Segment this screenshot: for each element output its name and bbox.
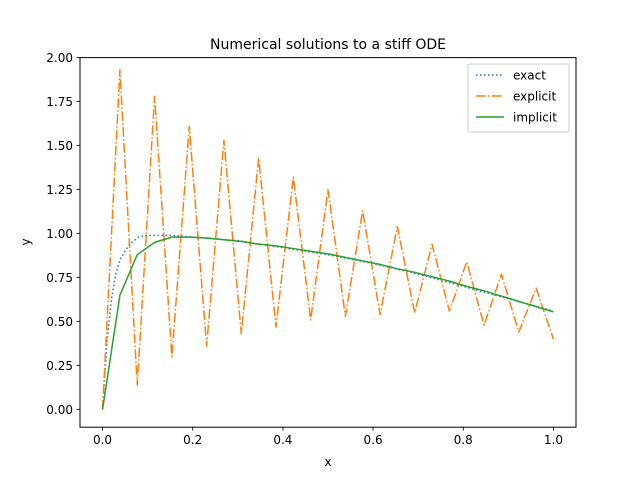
legend-label-explicit: explicit — [513, 89, 556, 103]
y-tick-label: 0.25 — [46, 359, 73, 373]
series-layer — [101, 69, 555, 410]
plot-frame — [79, 57, 577, 428]
x-axis: 0.0 0.2 0.4 0.6 0.8 1.0 — [93, 427, 563, 447]
series-line-implicit — [101, 236, 554, 410]
y-tick-label: 1.75 — [46, 95, 73, 109]
x-tick-label: 1.0 — [544, 433, 563, 447]
legend-label-implicit: implicit — [513, 110, 557, 124]
legend-box — [467, 63, 570, 133]
y-tick-label: 2.00 — [46, 51, 73, 65]
x-tick-label: 0.4 — [273, 433, 292, 447]
x-tick-label: 0.0 — [93, 433, 112, 447]
y-tick-label: 1.00 — [46, 227, 73, 241]
x-axis-label: x — [324, 455, 331, 469]
y-tick-label: 1.25 — [46, 183, 73, 197]
y-tick-label: 0.00 — [46, 403, 73, 417]
legend: exact explicit implicit — [467, 63, 570, 133]
y-axis-label: y — [19, 238, 33, 245]
x-tick-label: 0.8 — [454, 433, 473, 447]
y-tick-label: 0.75 — [46, 271, 73, 285]
series-line-explicit — [101, 69, 555, 410]
y-axis: 0.00 0.25 0.50 0.75 1.00 1.25 1.50 1.75 2.00 — [46, 51, 80, 417]
x-tick-label: 0.6 — [364, 433, 383, 447]
legend-label-exact: exact — [513, 68, 546, 82]
y-tick-label: 1.50 — [46, 139, 73, 153]
y-tick-label: 0.50 — [46, 315, 73, 329]
chart-title: Numerical solutions to a stiff ODE — [210, 37, 446, 53]
x-tick-label: 0.2 — [183, 433, 202, 447]
